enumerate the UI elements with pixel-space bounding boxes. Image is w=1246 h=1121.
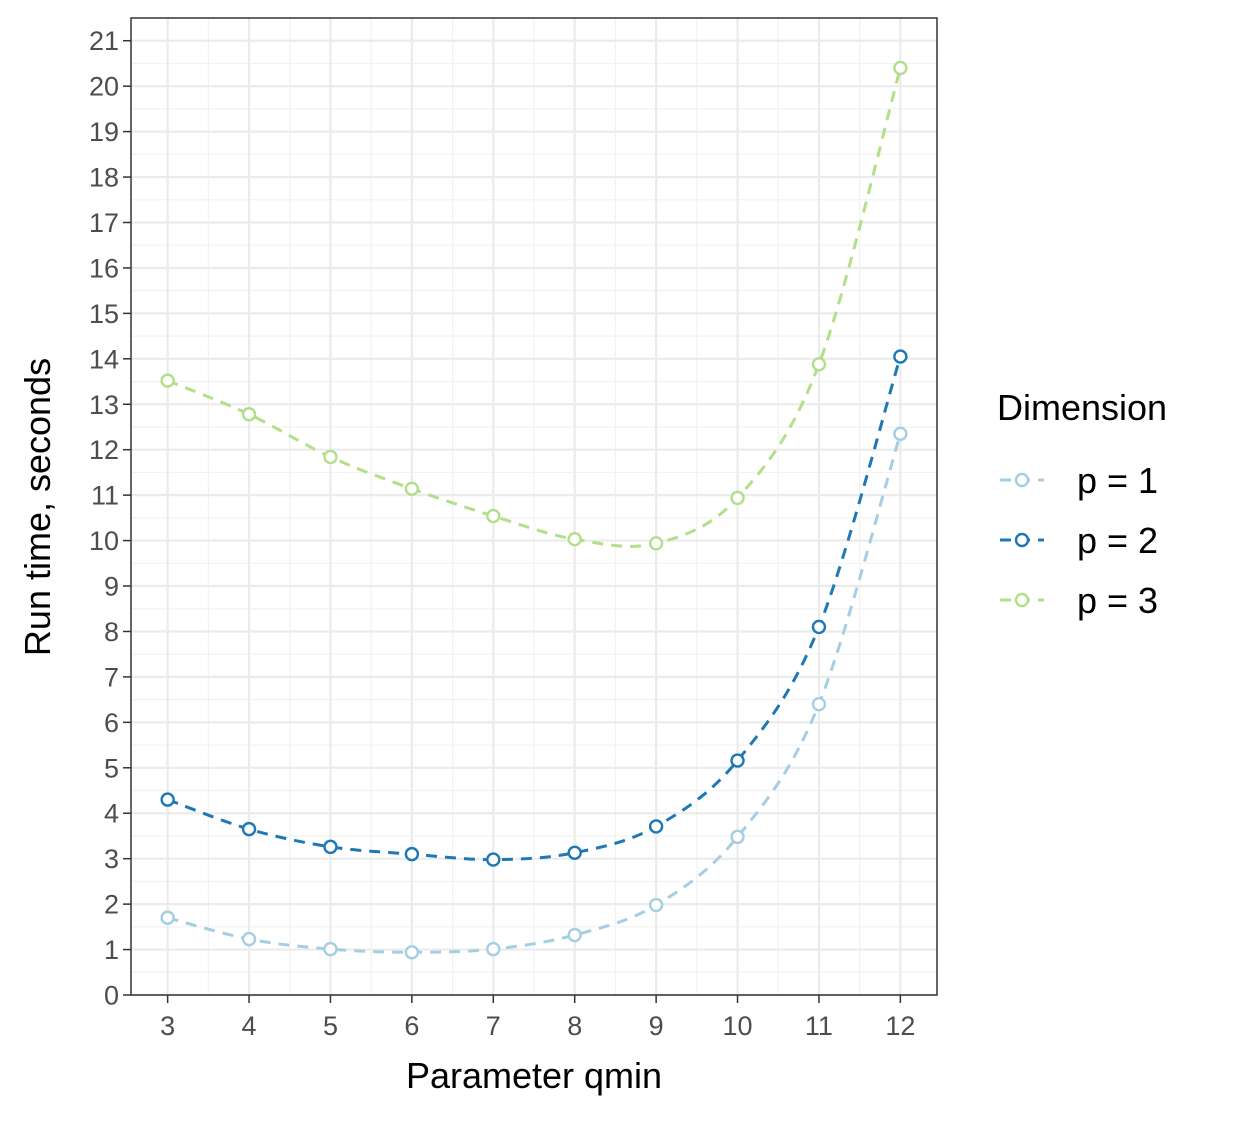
data-point (486, 508, 501, 524)
y-tick-label: 7 (104, 662, 119, 692)
y-tick-label: 20 (89, 72, 119, 102)
plot-panel (130, 17, 938, 997)
data-point (323, 839, 338, 855)
data-point (567, 927, 582, 943)
y-axis-title: Run time, seconds (17, 358, 58, 656)
data-point (648, 897, 664, 913)
series-1 (160, 426, 908, 960)
y-tick-label: 1 (104, 935, 119, 965)
data-point (323, 941, 338, 957)
data-point (160, 792, 175, 807)
data-point (323, 449, 338, 465)
data-point (241, 407, 257, 422)
y-tick-label: 19 (89, 117, 119, 147)
y-tick-label: 21 (89, 26, 119, 56)
data-point (730, 753, 745, 768)
data-point (241, 931, 257, 947)
y-tick-label: 17 (89, 208, 119, 238)
x-tick-label: 11 (805, 1011, 833, 1041)
data-point (811, 619, 827, 635)
y-tick-label: 0 (104, 981, 119, 1011)
data-point (567, 532, 582, 547)
data-point (486, 941, 501, 957)
x-tick-label: 7 (486, 1011, 501, 1041)
data-point (893, 60, 908, 76)
y-tick-label: 6 (104, 708, 119, 738)
y-tick-label: 12 (89, 435, 119, 465)
legend-label: p = 1 (1077, 460, 1158, 501)
data-point (648, 536, 664, 551)
data-point (893, 426, 908, 441)
x-tick-label: 9 (649, 1011, 664, 1041)
y-tick-label: 8 (104, 617, 119, 647)
data-point (730, 829, 745, 845)
legend-key-point (1014, 592, 1030, 608)
data-point (648, 819, 664, 834)
y-tick-label: 2 (104, 890, 119, 920)
series-2 (160, 349, 908, 867)
data-point (241, 821, 257, 837)
y-tick-label: 13 (89, 390, 119, 420)
x-tick-label: 5 (323, 1011, 338, 1041)
legend: Dimension p = 1 p = 2 p = 3 (997, 387, 1167, 621)
x-tick-label: 12 (885, 1011, 915, 1041)
x-tick-label: 3 (160, 1011, 175, 1041)
legend-item: p = 3 (1000, 580, 1158, 621)
x-tick-label: 10 (723, 1011, 753, 1041)
legend-key-point (1014, 472, 1030, 488)
legend-item: p = 2 (1000, 520, 1158, 561)
legend-title: Dimension (997, 387, 1167, 428)
y-tick-label: 10 (89, 526, 119, 556)
series-3 (160, 60, 908, 551)
panel-border (130, 17, 938, 996)
y-tick-label: 3 (104, 844, 119, 874)
data-point (404, 846, 420, 862)
major-gridlines (131, 18, 937, 997)
data-point (160, 373, 175, 388)
x-tick-label: 6 (404, 1011, 419, 1041)
data-point (160, 910, 175, 925)
data-point (811, 357, 827, 372)
legend-label: p = 3 (1077, 580, 1158, 621)
x-axis: 3 4 5 6 7 8 9 10 11 12 (160, 995, 915, 1041)
x-tick-label: 8 (567, 1011, 582, 1041)
y-tick-label: 18 (89, 163, 119, 193)
data-point (893, 349, 908, 364)
series-layer (160, 60, 908, 960)
y-tick-label: 11 (91, 481, 119, 511)
y-tick-label: 9 (104, 572, 119, 602)
legend-label: p = 2 (1077, 520, 1158, 561)
data-point (567, 845, 582, 860)
y-tick-label: 16 (89, 253, 119, 283)
data-point (730, 490, 745, 506)
y-tick-label: 14 (89, 344, 119, 374)
data-point (404, 481, 420, 496)
minor-gridlines (131, 18, 937, 995)
x-axis-title: Parameter qmin (406, 1055, 662, 1096)
data-point (404, 945, 420, 960)
legend-key-point (1014, 532, 1030, 548)
data-point (486, 852, 501, 867)
y-tick-label: 5 (104, 753, 119, 783)
y-tick-label: 15 (89, 299, 119, 329)
x-tick-label: 4 (242, 1011, 257, 1041)
legend-item: p = 1 (1000, 460, 1158, 501)
data-point (811, 696, 827, 712)
y-tick-label: 4 (104, 799, 119, 829)
